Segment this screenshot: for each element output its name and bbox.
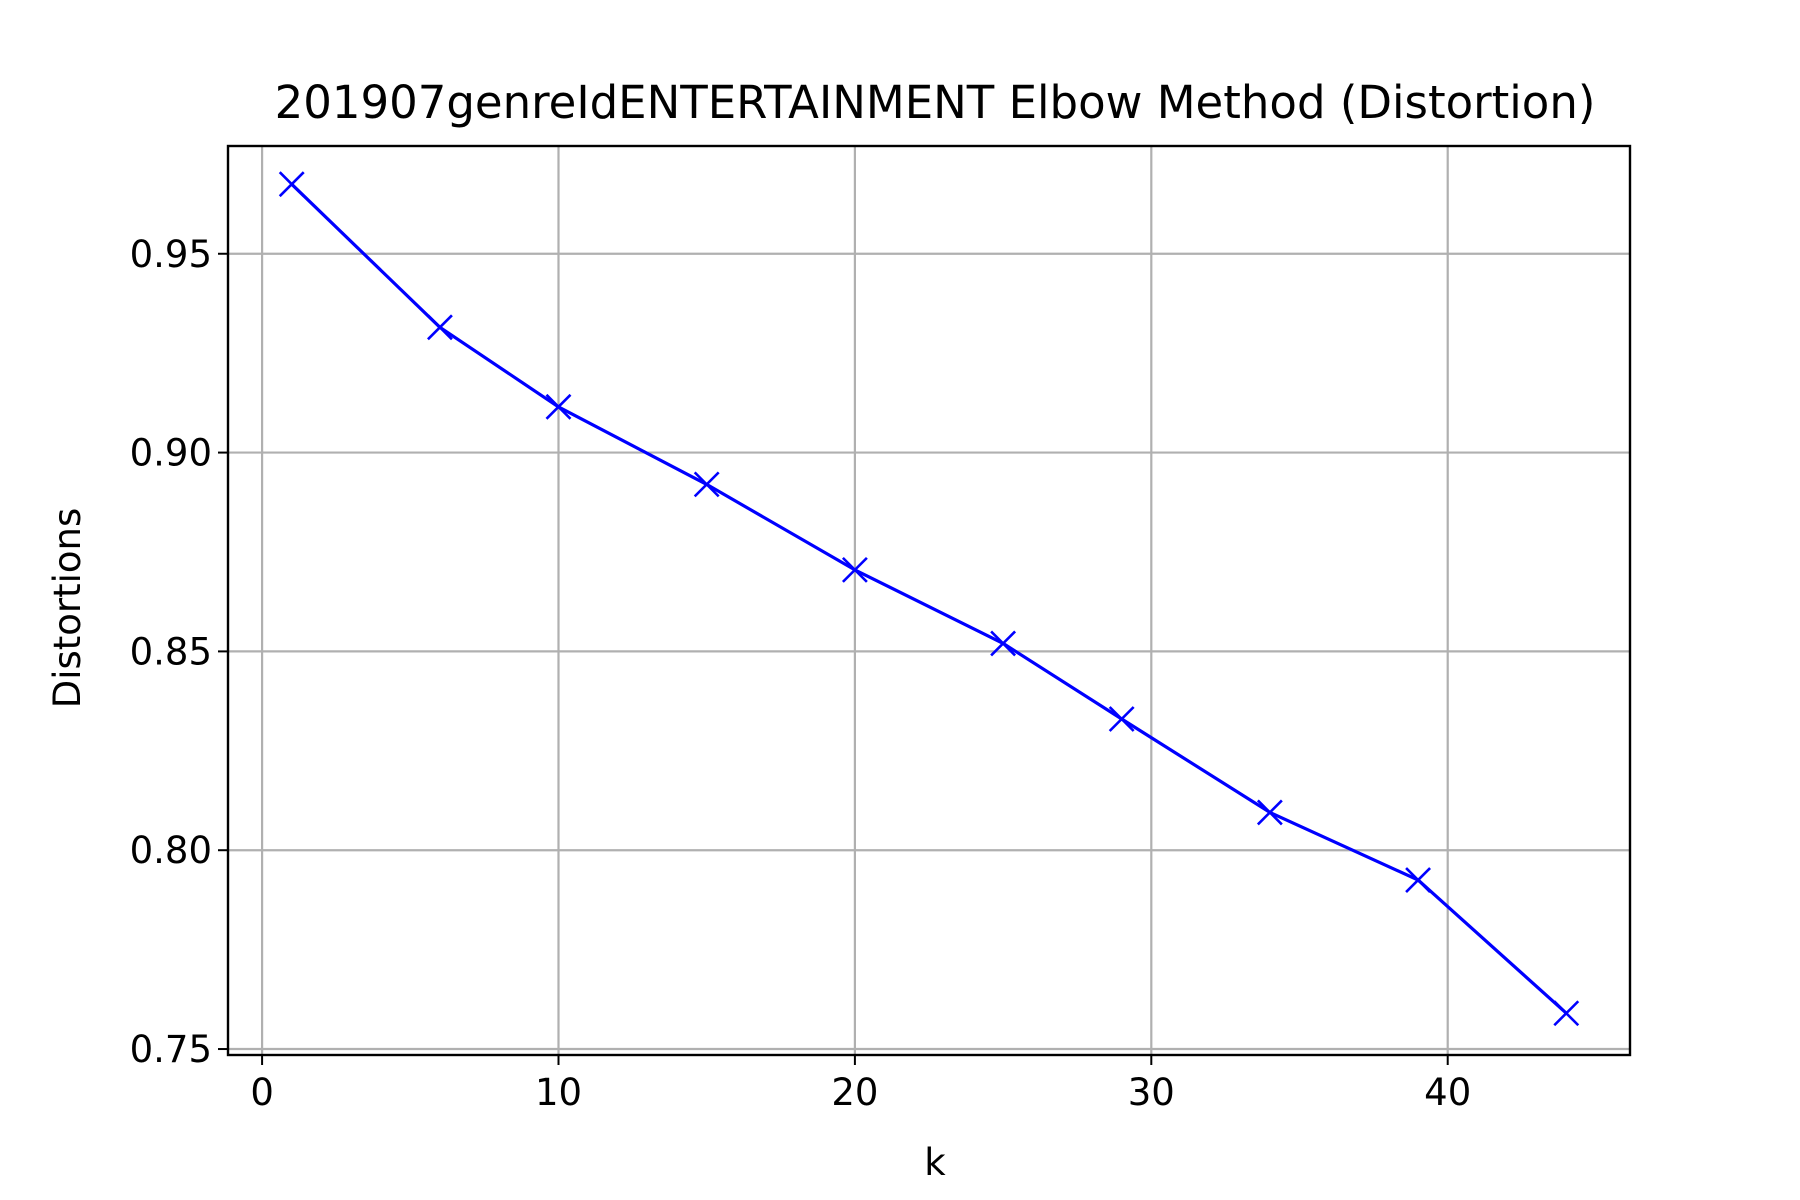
x-tick-label: 40 <box>1424 1071 1471 1114</box>
series-markers <box>278 171 1580 1027</box>
data-point-marker <box>1405 867 1431 893</box>
y-tick-label: 0.85 <box>130 630 212 673</box>
data-point-marker <box>1256 799 1283 826</box>
x-axis-label: k <box>924 1141 946 1184</box>
x-tick-label: 0 <box>250 1071 274 1114</box>
y-tick-label: 0.75 <box>130 1028 212 1071</box>
data-point-marker <box>693 471 720 498</box>
plot-frame <box>226 144 1632 1057</box>
x-tick-label: 30 <box>1128 1071 1175 1114</box>
data-point-marker <box>1108 706 1135 732</box>
data-point-marker <box>278 171 305 198</box>
grid <box>228 146 1630 1055</box>
y-tick-label: 0.95 <box>130 233 212 276</box>
data-point-marker <box>841 556 868 583</box>
data-point-marker <box>545 393 572 420</box>
x-axis-ticks: 0 10 20 30 40 <box>250 1055 1471 1114</box>
series-line <box>290 183 1568 1015</box>
chart-title: 201907genreIdENTERTAINMENT Elbow Method … <box>275 76 1596 129</box>
data-point-marker <box>1553 1000 1580 1027</box>
x-tick-label: 10 <box>535 1071 582 1114</box>
data-point-marker <box>427 314 453 341</box>
series-line-group <box>290 183 1568 1015</box>
y-tick-label: 0.90 <box>130 432 212 475</box>
y-axis-ticks: 0.75 0.80 0.85 0.90 0.95 <box>130 233 228 1071</box>
y-axis-label: Distortions <box>46 508 89 709</box>
x-tick-label: 20 <box>831 1071 878 1114</box>
data-point-marker <box>990 630 1017 657</box>
y-tick-label: 0.80 <box>130 829 212 872</box>
